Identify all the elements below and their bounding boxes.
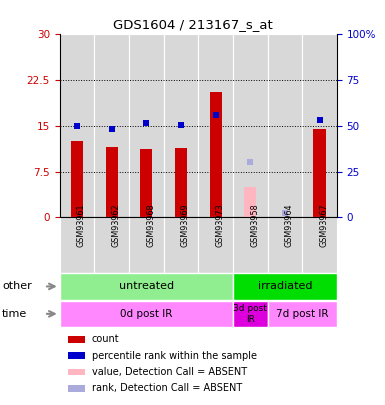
Text: percentile rank within the sample: percentile rank within the sample (92, 351, 256, 360)
Text: untreated: untreated (119, 281, 174, 292)
Text: GSM93969: GSM93969 (181, 204, 190, 247)
Bar (233, 217, 268, 273)
Bar (94, 217, 129, 273)
Bar (302, 34, 337, 217)
Text: 0d post IR: 0d post IR (120, 309, 172, 319)
Bar (164, 217, 198, 273)
Bar (105, 147, 118, 217)
Text: GSM93962: GSM93962 (112, 204, 121, 247)
Bar (164, 34, 198, 217)
Bar (60, 301, 233, 327)
Text: GSM93973: GSM93973 (216, 204, 224, 247)
Text: 3d post
IR: 3d post IR (233, 304, 267, 324)
Bar (198, 34, 233, 217)
Text: GSM93961: GSM93961 (77, 204, 86, 247)
Bar (268, 301, 337, 327)
Text: rank, Detection Call = ABSENT: rank, Detection Call = ABSENT (92, 383, 242, 393)
Bar (175, 148, 187, 217)
Bar (233, 273, 337, 300)
Text: irradiated: irradiated (258, 281, 312, 292)
Bar (68, 336, 85, 343)
Bar (233, 301, 268, 327)
Bar (60, 273, 233, 300)
Text: GSM93967: GSM93967 (320, 204, 328, 247)
Text: GSM93958: GSM93958 (250, 204, 259, 247)
Bar (198, 217, 233, 273)
Bar (129, 217, 164, 273)
Text: time: time (2, 309, 27, 319)
Bar (68, 352, 85, 359)
Bar (244, 187, 256, 217)
Bar (94, 34, 129, 217)
Text: GSM93964: GSM93964 (285, 204, 294, 247)
Text: other: other (2, 281, 32, 292)
Text: value, Detection Call = ABSENT: value, Detection Call = ABSENT (92, 367, 247, 377)
Bar (302, 217, 337, 273)
Bar (140, 149, 152, 217)
Bar (60, 217, 94, 273)
Bar (71, 141, 83, 217)
Bar (313, 129, 326, 217)
Text: GSM93968: GSM93968 (146, 204, 155, 247)
Bar (68, 369, 85, 375)
Bar (209, 92, 222, 217)
Bar (268, 217, 302, 273)
Text: GDS1604 / 213167_s_at: GDS1604 / 213167_s_at (113, 18, 272, 31)
Bar (233, 34, 268, 217)
Text: 7d post IR: 7d post IR (276, 309, 328, 319)
Bar (60, 34, 94, 217)
Bar (129, 34, 164, 217)
Bar (268, 34, 302, 217)
Text: count: count (92, 334, 119, 344)
Bar (68, 385, 85, 392)
